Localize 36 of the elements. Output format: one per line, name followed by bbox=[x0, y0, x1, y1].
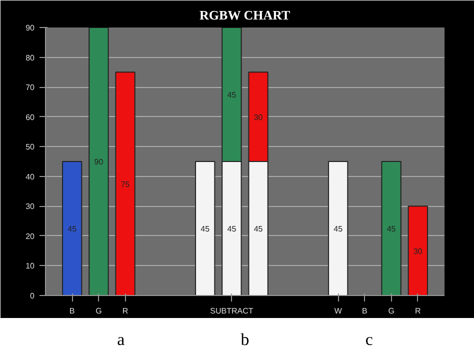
data-label: 45 bbox=[386, 224, 396, 234]
y-tick-label: 50 bbox=[26, 142, 36, 152]
chart-title: RGBW CHART bbox=[200, 8, 291, 22]
x-tick-label: B bbox=[362, 306, 368, 316]
data-label: 45 bbox=[200, 224, 210, 234]
data-label: 45 bbox=[227, 90, 237, 100]
data-label: 45 bbox=[334, 224, 344, 234]
y-tick-label: 80 bbox=[26, 53, 36, 62]
text: b bbox=[240, 330, 250, 349]
data-label: 45 bbox=[254, 224, 264, 234]
data-label: 45 bbox=[227, 224, 237, 234]
data-label: 90 bbox=[94, 158, 104, 166]
bar bbox=[195, 161, 216, 296]
text: c bbox=[365, 330, 374, 349]
bar bbox=[62, 161, 82, 296]
text: a bbox=[117, 330, 126, 349]
x-tick-label: R bbox=[122, 306, 128, 316]
y-tick-label: 30 bbox=[26, 202, 36, 212]
x-tick-label: B bbox=[69, 306, 75, 316]
x-tick-label: G bbox=[96, 306, 102, 316]
y-tick-label: 60 bbox=[26, 112, 36, 122]
y-tick-label: 40 bbox=[26, 172, 36, 182]
x-tick-label: SUBTRACT bbox=[210, 306, 254, 316]
y-tick-label: 70 bbox=[26, 83, 36, 92]
y-tick-label: 20 bbox=[26, 232, 36, 241]
data-label: 30 bbox=[413, 246, 423, 256]
y-tick-label: 90 bbox=[26, 24, 36, 32]
x-tick-label: R bbox=[415, 306, 422, 316]
data-label: 75 bbox=[120, 180, 130, 189]
x-tick-label: W bbox=[334, 306, 342, 316]
bar bbox=[328, 161, 348, 296]
data-label: 30 bbox=[254, 112, 264, 122]
x-tick-label: G bbox=[388, 306, 394, 316]
data-label: 45 bbox=[68, 224, 78, 234]
y-tick-label: 0 bbox=[30, 292, 36, 300]
y-tick-label: 10 bbox=[26, 262, 36, 271]
